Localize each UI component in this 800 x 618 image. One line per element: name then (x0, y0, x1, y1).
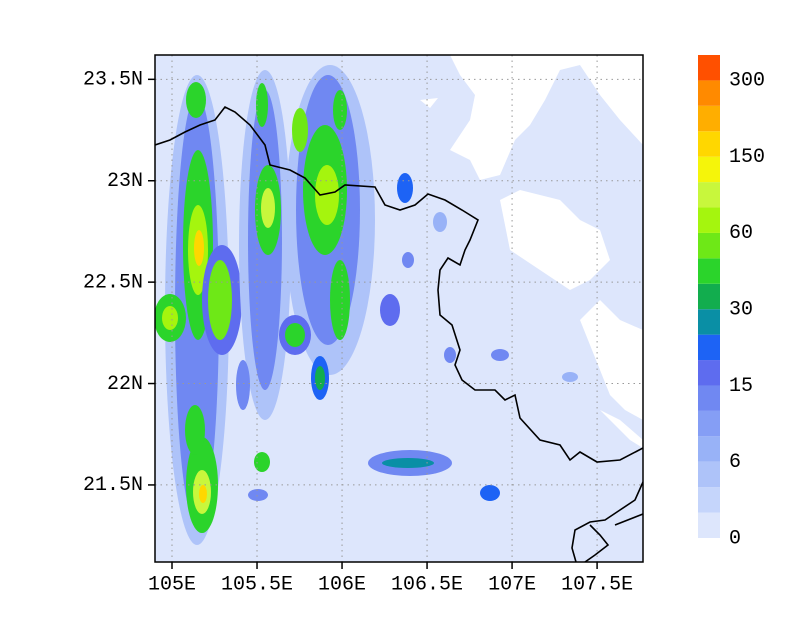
colorbar-box (698, 258, 720, 284)
colorbar-box (698, 283, 720, 310)
colorbar-box (698, 334, 720, 361)
colorbar-box (698, 156, 720, 183)
colorbar-label: 300 (729, 70, 765, 93)
colorbar-box (698, 410, 720, 437)
colorbar-label: 60 (729, 222, 753, 245)
colorbar-box (698, 309, 720, 335)
colorbar-box (698, 105, 720, 132)
colorbar-box (698, 55, 720, 81)
y-tick-label: 23.5N (83, 69, 143, 92)
zero-areas (420, 55, 643, 448)
y-tick-label: 21.5N (83, 474, 143, 497)
colorbar: 0 6 15 30 60 150 300 (698, 55, 765, 550)
field (155, 55, 643, 562)
colorbar-box (698, 487, 720, 513)
x-tick-label: 105.5E (221, 573, 293, 596)
colorbar-box (698, 182, 720, 208)
colorbar-label: 15 (729, 375, 753, 398)
y-tick-label: 22.5N (83, 271, 143, 294)
colorbar-label: 150 (729, 146, 765, 169)
border-line (155, 105, 643, 463)
y-tick-label: 22N (107, 373, 143, 396)
x-tick-label: 106.5E (391, 573, 463, 596)
coast-line (614, 513, 643, 526)
y-tick-label: 23N (107, 170, 143, 193)
colorbar-label: 6 (729, 451, 741, 474)
x-tick-label: 107E (488, 573, 536, 596)
axes: 105E 105.5E 106E 106.5E 107E 107.5E 21.5N 22N 22… (83, 69, 633, 597)
coast-line (571, 481, 643, 562)
colorbar-box (698, 360, 720, 386)
colorbar-box (698, 385, 720, 411)
x-tick-label: 105E (148, 573, 196, 596)
colorbar-box (698, 232, 720, 259)
colorbar-label: 0 (729, 527, 741, 550)
colorbar-label: 30 (729, 298, 753, 321)
colorbar-box (698, 512, 720, 538)
colorbar-box (698, 80, 720, 106)
grid (155, 55, 643, 562)
x-tick-label: 107.5E (561, 573, 633, 596)
colorbar-box (698, 131, 720, 157)
coast-line (584, 524, 610, 562)
colorbar-box (698, 461, 720, 488)
colorbar-box (698, 207, 720, 233)
precip-blobs (155, 65, 578, 545)
colorbar-box (698, 436, 720, 462)
plot-frame (154, 54, 644, 563)
x-tick-label: 106E (318, 573, 366, 596)
